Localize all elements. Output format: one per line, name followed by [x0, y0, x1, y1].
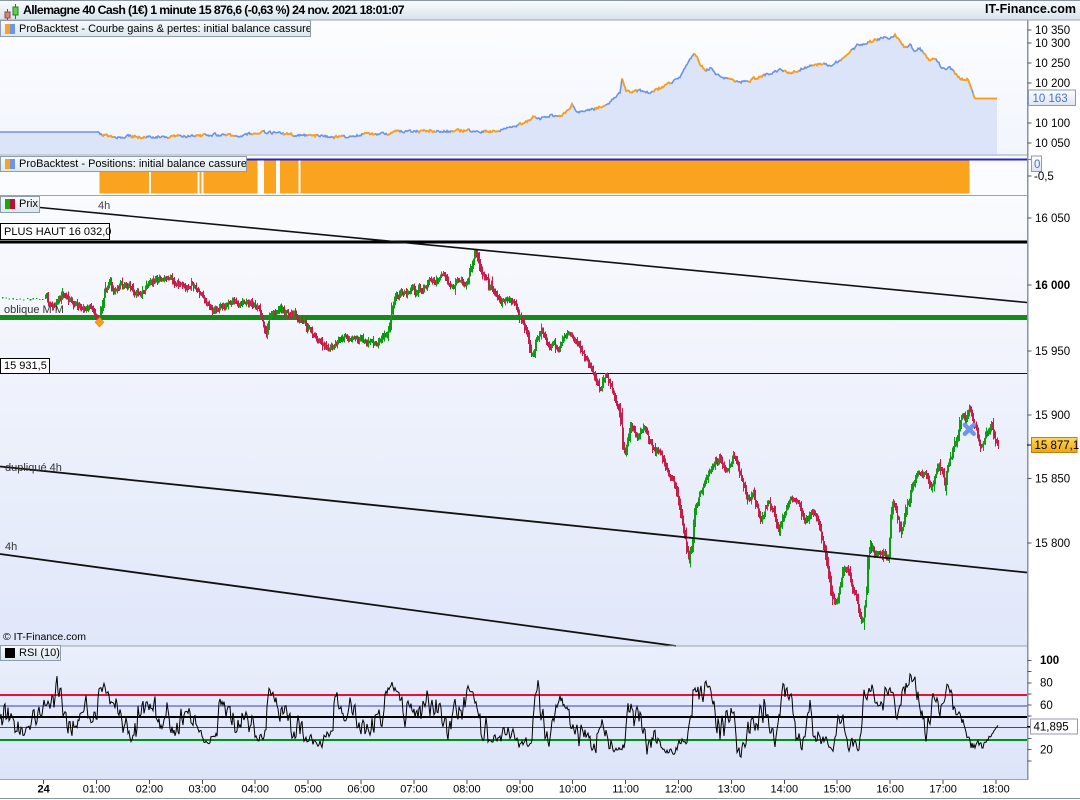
- svg-text:07:00: 07:00: [400, 784, 428, 796]
- svg-text:100: 100: [1040, 655, 1059, 667]
- svg-text:14:00: 14:00: [771, 784, 799, 796]
- svg-text:10 350: 10 350: [1035, 25, 1070, 37]
- svg-text:13:00: 13:00: [718, 784, 746, 796]
- svg-text:11:00: 11:00: [612, 784, 639, 796]
- svg-text:18:00: 18:00: [982, 784, 1010, 796]
- svg-text:17:00: 17:00: [929, 784, 957, 796]
- svg-text:15 950: 15 950: [1035, 346, 1070, 358]
- svg-text:16:00: 16:00: [876, 784, 904, 796]
- svg-text:15 877,1: 15 877,1: [1035, 440, 1080, 452]
- svg-text:16 050: 16 050: [1035, 213, 1070, 225]
- svg-text:16 000: 16 000: [1035, 280, 1070, 292]
- svg-text:10 200: 10 200: [1035, 78, 1070, 90]
- svg-text:04:00: 04:00: [241, 784, 269, 796]
- svg-text:24: 24: [37, 784, 50, 796]
- svg-text:02:00: 02:00: [136, 784, 164, 796]
- svg-text:05:00: 05:00: [294, 784, 322, 796]
- svg-text:4h: 4h: [5, 541, 17, 553]
- svg-text:80: 80: [1040, 678, 1053, 690]
- svg-text:09:00: 09:00: [506, 784, 534, 796]
- svg-text:15 900: 15 900: [1035, 410, 1070, 422]
- svg-text:60: 60: [1040, 700, 1053, 712]
- svg-text:10 050: 10 050: [1035, 138, 1070, 150]
- svg-text:10:00: 10:00: [559, 784, 587, 796]
- svg-text:20: 20: [1040, 745, 1053, 757]
- svg-text:06:00: 06:00: [347, 784, 375, 796]
- svg-text:© IT-Finance.com: © IT-Finance.com: [3, 631, 86, 643]
- svg-text:03:00: 03:00: [189, 784, 217, 796]
- svg-text:10 300: 10 300: [1035, 38, 1070, 50]
- svg-text:-0,5: -0,5: [1034, 171, 1054, 183]
- svg-text:dupliqué 4h: dupliqué 4h: [5, 462, 62, 474]
- svg-text:15 800: 15 800: [1035, 538, 1070, 550]
- svg-text:10 100: 10 100: [1035, 118, 1070, 130]
- svg-text:15 850: 15 850: [1035, 474, 1070, 486]
- svg-text:08:00: 08:00: [453, 784, 481, 796]
- svg-text:4h: 4h: [98, 200, 110, 212]
- svg-text:01:00: 01:00: [83, 784, 111, 796]
- svg-text:10 250: 10 250: [1035, 58, 1070, 70]
- svg-text:oblique M M: oblique M M: [4, 304, 64, 316]
- svg-text:10 163: 10 163: [1033, 93, 1068, 105]
- svg-text:0: 0: [1034, 159, 1040, 171]
- svg-text:15:00: 15:00: [823, 784, 851, 796]
- svg-text:12:00: 12:00: [665, 784, 693, 796]
- svg-text:41,895: 41,895: [1034, 722, 1069, 734]
